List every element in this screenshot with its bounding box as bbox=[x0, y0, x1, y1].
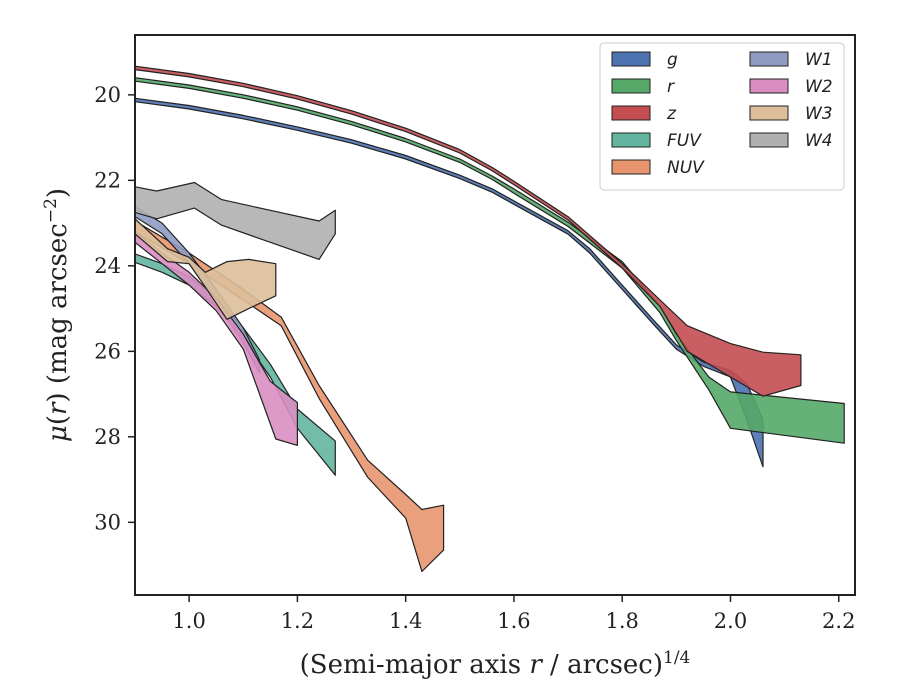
band-w3 bbox=[135, 218, 277, 320]
legend-label-nuv: NUV bbox=[667, 158, 705, 178]
x-tick-label: 2.2 bbox=[822, 609, 855, 633]
band-g bbox=[135, 97, 764, 468]
x-tick-label: 2.0 bbox=[714, 609, 747, 633]
band-w2 bbox=[135, 231, 298, 446]
band-r bbox=[135, 77, 845, 444]
legend-label-w4: W4 bbox=[805, 131, 833, 151]
legend-label-fuv: FUV bbox=[667, 131, 702, 151]
legend-label-w3: W3 bbox=[805, 104, 833, 124]
band-z bbox=[135, 65, 802, 397]
legend-swatch-w2 bbox=[749, 78, 789, 94]
legend-swatch-w1 bbox=[749, 51, 789, 67]
x-tick-label: 1.0 bbox=[172, 609, 205, 633]
legend-swatch-nuv bbox=[611, 159, 651, 175]
legend-swatch-z bbox=[611, 105, 651, 121]
y-axis: 20 22 24 26 28 30 bbox=[94, 83, 135, 534]
legend-label-g: g bbox=[667, 50, 678, 70]
y-tick-label: 22 bbox=[94, 168, 121, 192]
legend-swatch-g bbox=[611, 51, 651, 67]
y-tick-label: 20 bbox=[94, 83, 121, 107]
legend-label-w1: W1 bbox=[805, 50, 833, 70]
y-tick-label: 28 bbox=[94, 425, 121, 449]
legend: grz FUV NUV W1 W2 W3 W4 bbox=[599, 42, 845, 191]
legend-label-w2: W2 bbox=[805, 77, 833, 97]
x-tick-label: 1.8 bbox=[606, 609, 639, 633]
x-tick-label: 1.2 bbox=[281, 609, 314, 633]
y-tick-label: 30 bbox=[94, 510, 121, 534]
x-tick-label: 1.6 bbox=[497, 609, 530, 633]
band-w4 bbox=[135, 181, 336, 260]
y-axis-label: μ(r) (mag arcsec−2) bbox=[41, 188, 73, 442]
x-tick-label: 1.4 bbox=[389, 609, 422, 633]
legend-label-r: r bbox=[667, 77, 675, 97]
y-tick-label: 24 bbox=[94, 254, 121, 278]
plot-frame bbox=[134, 34, 856, 596]
x-axis: 1.0 1.2 1.4 1.6 1.8 2.0 2.2 bbox=[172, 595, 855, 633]
legend-swatch-fuv bbox=[611, 132, 651, 148]
legend-swatch-w4 bbox=[749, 132, 789, 148]
x-axis-label: (Semi-major axis r / arcsec)1/4 bbox=[300, 648, 691, 680]
profile-bands bbox=[135, 65, 845, 573]
y-tick-label: 26 bbox=[94, 339, 121, 363]
legend-swatch-w3 bbox=[749, 105, 789, 121]
legend-swatch-r bbox=[611, 78, 651, 94]
legend-label-z: z bbox=[666, 104, 677, 124]
